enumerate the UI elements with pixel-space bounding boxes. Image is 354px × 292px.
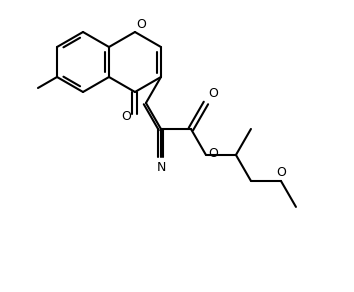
Text: O: O (136, 18, 146, 31)
Text: O: O (121, 110, 131, 123)
Text: O: O (208, 87, 218, 100)
Text: N: N (156, 161, 166, 174)
Text: O: O (208, 147, 218, 160)
Text: O: O (276, 166, 286, 179)
